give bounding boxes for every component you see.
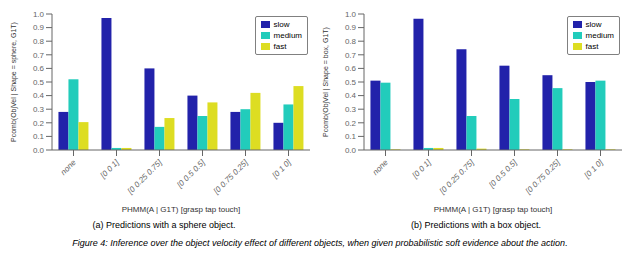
svg-text:0.9: 0.9: [33, 23, 45, 32]
svg-text:0.6: 0.6: [33, 64, 45, 73]
svg-text:0.1: 0.1: [33, 132, 45, 141]
svg-text:[0 0.5 0.5]: [0 0.5 0.5]: [487, 157, 520, 190]
svg-text:0.0: 0.0: [345, 146, 357, 155]
svg-text:0.7: 0.7: [33, 51, 45, 60]
svg-text:0.0: 0.0: [33, 146, 45, 155]
svg-text:PHMM(A | G1T) [grasp tap touch: PHMM(A | G1T) [grasp tap touch]: [122, 205, 241, 214]
svg-text:0.2: 0.2: [345, 119, 357, 128]
html-text:medium: medium: [273, 31, 302, 40]
svg-text:PHMM(A | G1T) [grasp tap touch: PHMM(A | G1T) [grasp tap touch]: [434, 205, 553, 214]
svg-text:[0 0 1]: [0 0 1]: [98, 157, 121, 180]
svg-text:0.1: 0.1: [345, 132, 357, 141]
html-text:(a) Predictions with a sphere: (a) Predictions with a sphere object.: [92, 220, 236, 230]
svg-text:0.8: 0.8: [345, 37, 357, 46]
svg-text:Pcomb(ObjVel | Shape = box, G1: Pcomb(ObjVel | Shape = box, G1T): [322, 27, 330, 137]
svg-text:0.4: 0.4: [345, 91, 357, 100]
svg-text:0.9: 0.9: [345, 23, 357, 32]
html-text:slow: slow: [585, 20, 602, 29]
svg-text:0.3: 0.3: [345, 105, 357, 114]
svg-text:none: none: [371, 157, 390, 176]
svg-text:[0 0.75 0.25]: [0 0.75 0.25]: [523, 157, 562, 196]
html-text:medium: medium: [585, 31, 614, 40]
svg-text:[0 1 0]: [0 1 0]: [582, 157, 605, 180]
svg-text:none: none: [59, 157, 78, 176]
svg-text:[0 0.25 0.75]: [0 0.25 0.75]: [437, 157, 476, 196]
svg-text:0.8: 0.8: [33, 37, 45, 46]
svg-text:0.3: 0.3: [33, 105, 45, 114]
svg-text:Pcomb(ObjVel | Shape = sphere,: Pcomb(ObjVel | Shape = sphere, G1T): [10, 22, 18, 142]
svg-text:0.7: 0.7: [345, 51, 357, 60]
html-text:Figure 4: Inference over the o: Figure 4: Inference over the object velo…: [72, 238, 568, 248]
svg-text:[0 0.75 0.25]: [0 0.75 0.25]: [211, 157, 250, 196]
html-text:fast: fast: [273, 42, 287, 51]
svg-text:0.4: 0.4: [33, 91, 45, 100]
html-text:(b) Predictions with a box obj: (b) Predictions with a box object.: [411, 220, 541, 230]
svg-text:[0 0 1]: [0 0 1]: [410, 157, 433, 180]
svg-text:1.0: 1.0: [33, 10, 45, 19]
svg-text:0.2: 0.2: [33, 119, 45, 128]
svg-text:[0 0.25 0.75]: [0 0.25 0.75]: [125, 157, 164, 196]
svg-text:0.6: 0.6: [345, 64, 357, 73]
svg-text:[0 0.5 0.5]: [0 0.5 0.5]: [175, 157, 208, 190]
svg-text:1.0: 1.0: [345, 10, 357, 19]
html-text:slow: slow: [273, 20, 290, 29]
html-text:fast: fast: [585, 42, 599, 51]
svg-text:[0 1 0]: [0 1 0]: [270, 157, 293, 180]
svg-text:0.5: 0.5: [345, 78, 357, 87]
svg-text:0.5: 0.5: [33, 78, 45, 87]
